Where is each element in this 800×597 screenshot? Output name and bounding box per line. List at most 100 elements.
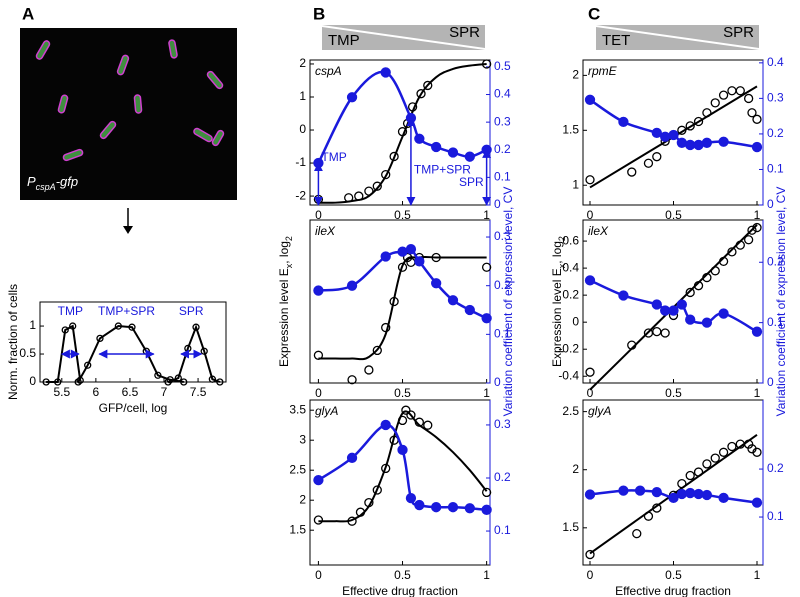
series-line — [318, 247, 488, 320]
x-tick-label: 0.5 — [665, 568, 682, 582]
x-axis-title: Effective drug fraction — [615, 584, 731, 597]
series-line — [318, 255, 487, 361]
data-point — [743, 93, 754, 104]
y-tick-label: -1 — [295, 155, 306, 169]
data-point — [397, 444, 408, 456]
data-point — [344, 193, 354, 203]
y2-tick-label: 0.1 — [494, 327, 511, 341]
data-point — [74, 378, 82, 386]
microscopy-image — [20, 28, 237, 200]
series-line — [77, 325, 184, 383]
width-arrow-label: TMP — [58, 304, 83, 318]
width-arrow-label: TMP+SPR — [98, 304, 155, 318]
data-point — [414, 256, 425, 267]
data-point — [693, 139, 704, 151]
data-point — [676, 299, 687, 310]
y-tick-label: -2 — [295, 188, 306, 202]
data-point — [693, 116, 704, 127]
y-axis-title: Norm. fraction of cells — [6, 284, 20, 400]
x-tick-label: 0 — [587, 386, 594, 400]
x-tick-label: 0 — [315, 386, 322, 400]
y-tick-label: 0.4 — [562, 260, 579, 274]
data-point — [668, 305, 679, 316]
data-point — [347, 375, 357, 385]
data-point — [313, 350, 324, 360]
data-point — [627, 340, 637, 350]
chart-panel: 0 0.5 1 1.5 2 2.5 0.1 0.2 Effective drug fractio… — [562, 399, 784, 597]
data-point — [701, 317, 713, 328]
data-point — [380, 67, 391, 78]
data-point — [702, 272, 712, 283]
y2-tick-label: 0 — [767, 375, 774, 389]
y-tick-label: 1 — [572, 177, 579, 191]
data-point — [718, 492, 729, 503]
y2-tick-label: 0.5 — [494, 59, 511, 73]
data-point — [676, 488, 687, 500]
data-point — [372, 345, 382, 356]
data-point — [735, 240, 745, 250]
y2-tick-label: 0.3 — [767, 91, 784, 105]
y2-tick-label: 0.3 — [494, 229, 511, 243]
data-point — [677, 125, 687, 135]
data-point — [710, 98, 720, 108]
data-point — [355, 507, 366, 517]
data-point — [693, 281, 704, 291]
x-tick-label: 0.5 — [665, 208, 682, 222]
subscript: x — [284, 263, 294, 268]
data-point — [154, 371, 162, 379]
y2-tick-label: 0.1 — [767, 509, 784, 523]
data-point — [380, 419, 391, 431]
condition-arrow-label: TMP+SPR — [414, 163, 471, 177]
data-point — [584, 94, 596, 105]
data-point — [69, 322, 77, 330]
data-point — [389, 151, 399, 162]
data-point — [347, 516, 357, 526]
data-point — [751, 326, 763, 337]
y2-tick-label: 0.2 — [494, 142, 511, 156]
data-point — [718, 308, 729, 319]
y2-axis-title: Variation coefficient of expression leve… — [774, 187, 788, 417]
y-axis-title: Expression level Ex, log2 — [277, 236, 294, 367]
panel-gene-label: rpmE — [588, 64, 618, 78]
data-point — [372, 181, 382, 191]
x-tick-label: 6 — [93, 385, 100, 399]
x-tick-label: 1 — [754, 208, 761, 222]
data-point — [584, 275, 596, 286]
data-point — [643, 511, 654, 521]
data-point — [676, 137, 687, 148]
data-point — [481, 59, 492, 69]
data-point — [431, 278, 442, 289]
data-point — [752, 114, 762, 124]
x-tick-label: 0.5 — [394, 568, 411, 582]
data-point — [584, 489, 596, 500]
x-tick-label: 1 — [754, 568, 761, 582]
data-point — [481, 504, 492, 515]
data-point — [710, 266, 720, 276]
y-tick-label: 2.5 — [289, 462, 306, 476]
x-tick-label: 1 — [483, 208, 490, 222]
y2-tick-label: 0.4 — [494, 87, 511, 101]
gradient-header: TET SPR — [596, 24, 759, 50]
data-point — [96, 334, 104, 343]
data-point — [180, 378, 188, 386]
data-point — [431, 502, 442, 513]
data-point — [397, 415, 408, 426]
data-point — [634, 485, 646, 496]
x-tick-label: 5.5 — [53, 385, 70, 399]
data-point — [627, 167, 637, 177]
x-tick-label: 0 — [315, 208, 322, 222]
data-point — [481, 487, 492, 498]
data-point — [208, 375, 217, 383]
data-point — [381, 322, 391, 333]
data-point — [406, 410, 416, 420]
data-point — [702, 459, 712, 469]
y-tick-label: 0.6 — [562, 233, 579, 247]
data-point — [164, 378, 172, 386]
y-tick-label: 2 — [572, 68, 579, 82]
panel-letter: A — [22, 4, 34, 23]
chart-panel: 0 0.5 1 1.5 2 2.5 3 3.5 0.1 0.2 0.3 Effective drug … — [289, 399, 511, 597]
panel-gene-label: ileX — [315, 224, 336, 238]
data-point — [364, 497, 374, 508]
